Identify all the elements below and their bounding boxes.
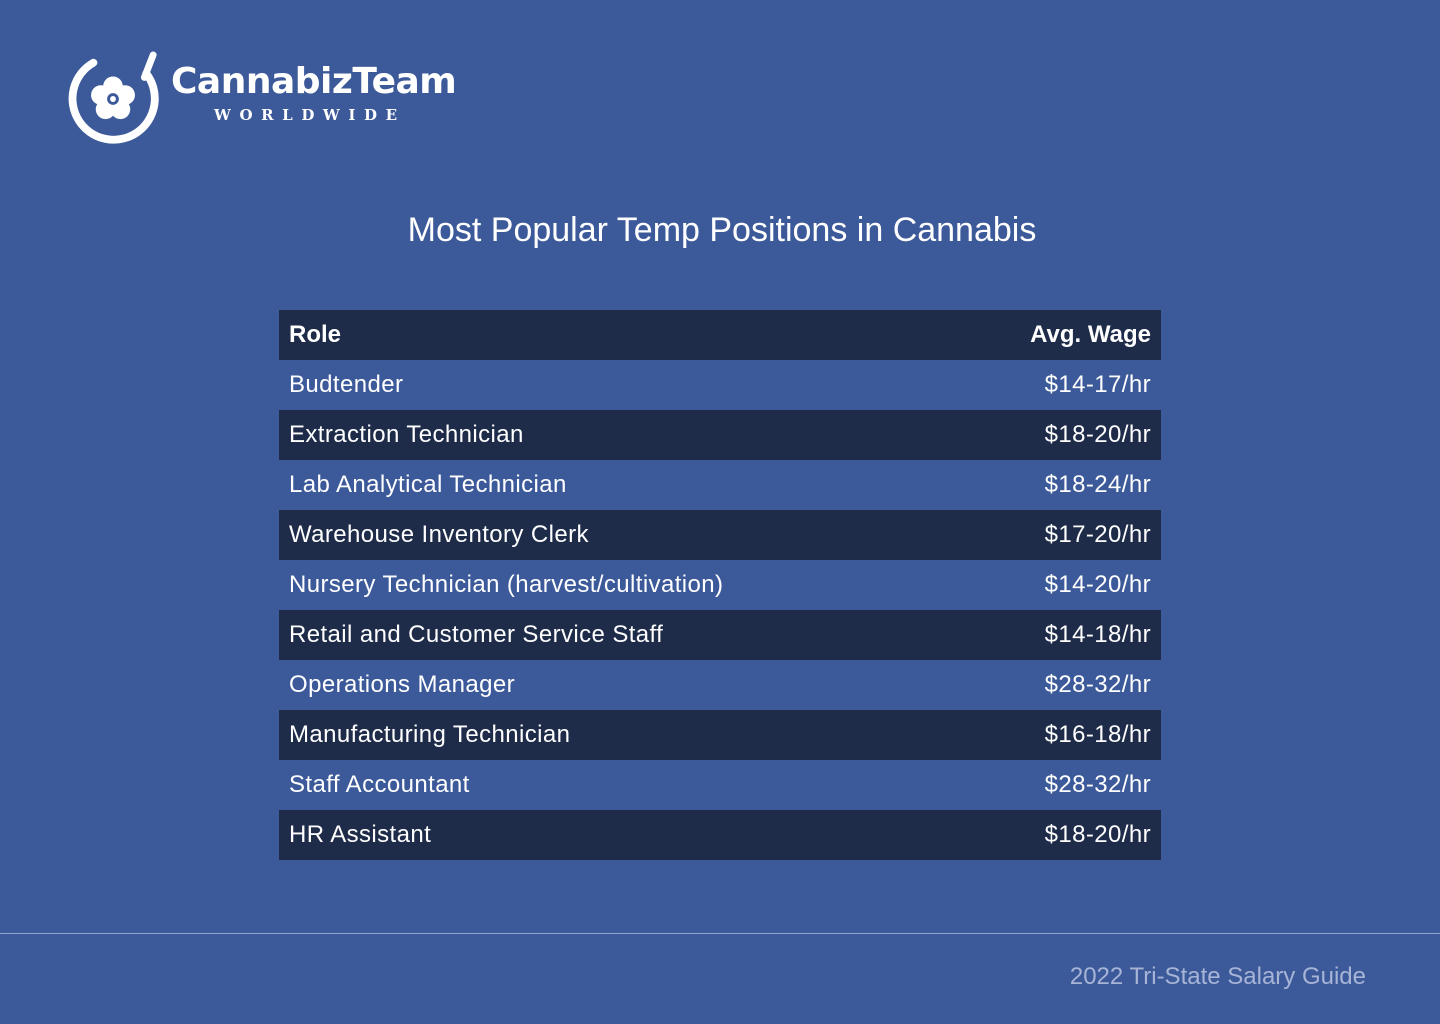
wage-cell: $28-32/hr	[1044, 771, 1151, 798]
wage-cell: $28-32/hr	[1044, 671, 1151, 698]
table-row: Manufacturing Technician $16-18/hr	[279, 710, 1161, 760]
footer-divider	[0, 933, 1440, 934]
wage-cell: $18-20/hr	[1044, 421, 1151, 448]
table-row: Lab Analytical Technician $18-24/hr	[279, 460, 1161, 510]
brand-logo: CannabizTeam WORLDWIDE	[64, 50, 457, 150]
wage-cell: $16-18/hr	[1044, 721, 1151, 748]
header-wage: Avg. Wage	[1030, 321, 1151, 348]
header-role: Role	[289, 321, 342, 348]
role-cell: HR Assistant	[289, 821, 432, 848]
wage-cell: $18-20/hr	[1044, 821, 1151, 848]
table-row: HR Assistant $18-20/hr	[279, 810, 1161, 860]
flower-in-circle-icon	[68, 51, 159, 144]
table-row: Operations Manager $28-32/hr	[279, 660, 1161, 710]
role-cell: Warehouse Inventory Clerk	[289, 521, 589, 548]
wage-cell: $17-20/hr	[1044, 521, 1151, 548]
brand-name: CannabizTeam	[171, 61, 457, 102]
page-title: Most Popular Temp Positions in Cannabis	[407, 211, 1037, 249]
table-row: Staff Accountant $28-32/hr	[279, 760, 1161, 810]
table-row: Retail and Customer Service Staff $14-18…	[279, 610, 1161, 660]
brand-tagline: WORLDWIDE	[214, 106, 406, 124]
footer-caption: 2022 Tri-State Salary Guide	[1069, 963, 1366, 990]
wage-table: Role Avg. Wage Budtender $14-17/hr Extra…	[279, 310, 1161, 860]
role-cell: Lab Analytical Technician	[289, 471, 567, 498]
role-cell: Staff Accountant	[289, 771, 470, 798]
role-cell: Budtender	[289, 371, 404, 398]
wage-cell: $14-17/hr	[1044, 371, 1151, 398]
role-cell: Extraction Technician	[289, 421, 524, 448]
wage-cell: $14-20/hr	[1044, 571, 1151, 598]
table-header-row: Role Avg. Wage	[279, 310, 1161, 360]
role-cell: Retail and Customer Service Staff	[289, 621, 664, 648]
role-cell: Nursery Technician (harvest/cultivation)	[289, 571, 724, 598]
table-row: Budtender $14-17/hr	[279, 360, 1161, 410]
role-cell: Operations Manager	[289, 671, 515, 698]
wage-cell: $14-18/hr	[1044, 621, 1151, 648]
table-row: Warehouse Inventory Clerk $17-20/hr	[279, 510, 1161, 560]
table-row: Extraction Technician $18-20/hr	[279, 410, 1161, 460]
role-cell: Manufacturing Technician	[289, 721, 571, 748]
wage-cell: $18-24/hr	[1044, 471, 1151, 498]
table-row: Nursery Technician (harvest/cultivation)…	[279, 560, 1161, 610]
